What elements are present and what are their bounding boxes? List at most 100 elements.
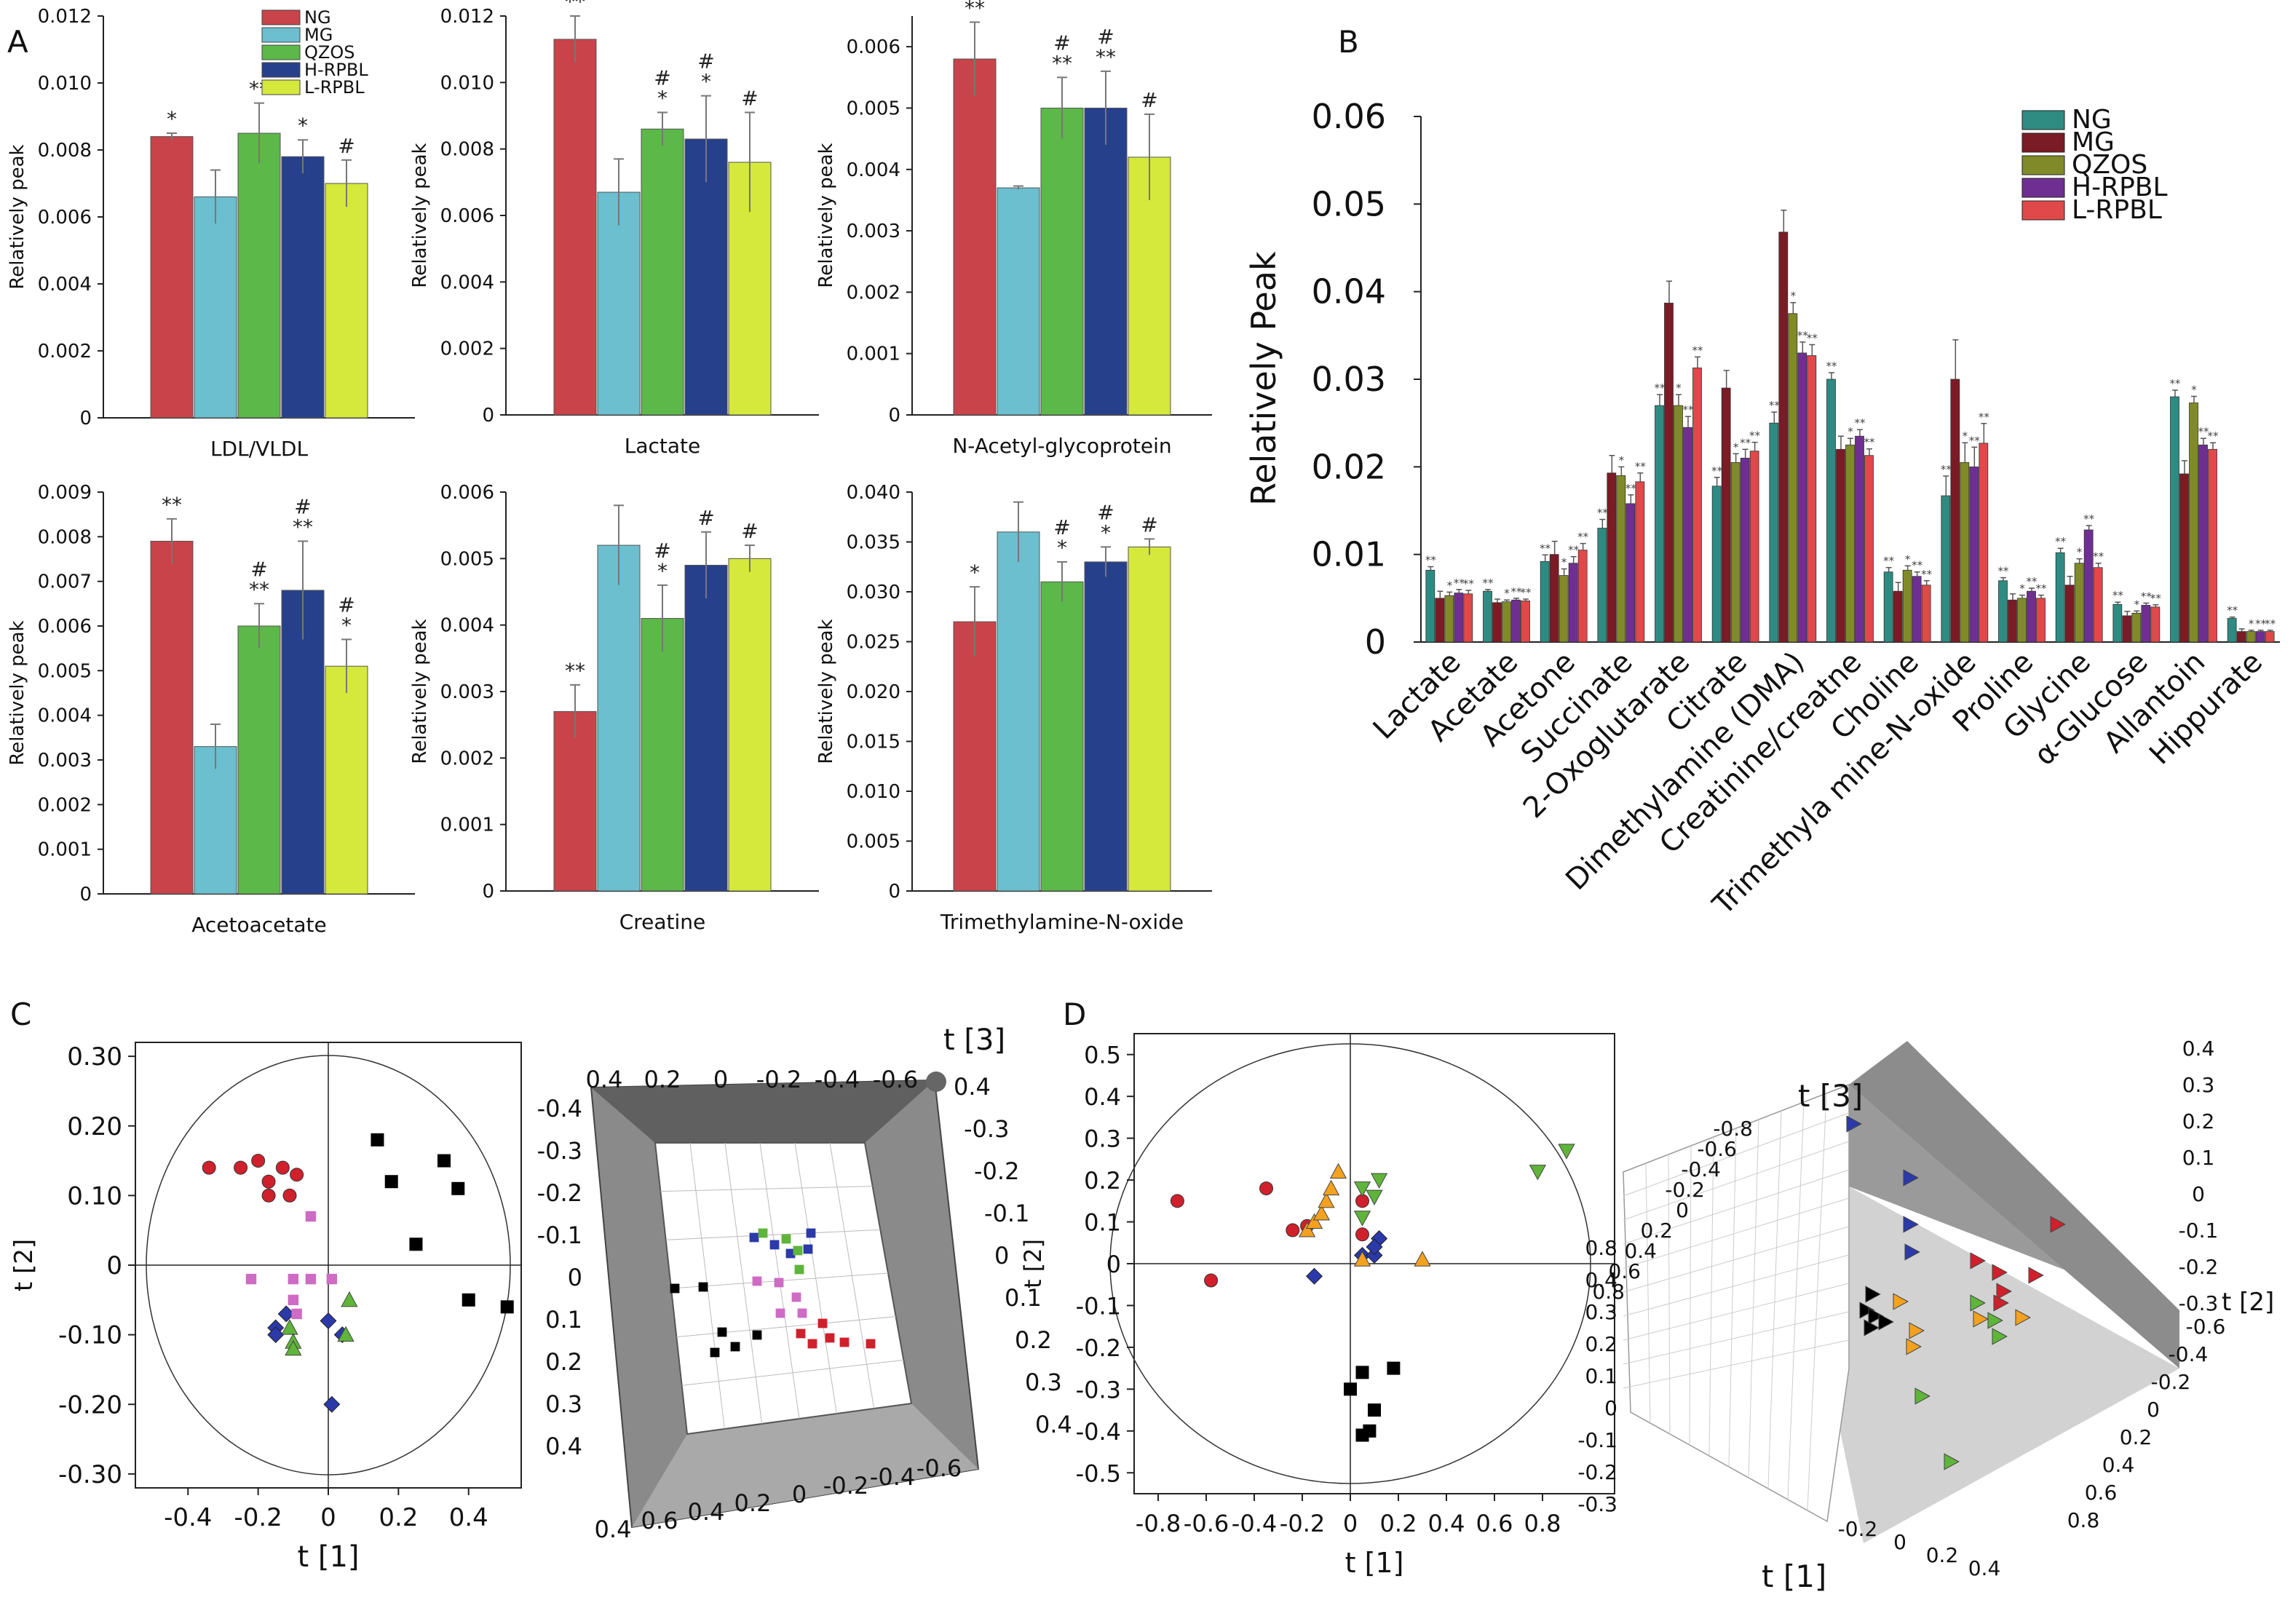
bar (1683, 427, 1692, 643)
tick-label: -0.1 (984, 1200, 1029, 1227)
significance-mark: ** (965, 0, 985, 20)
y-tick-label: 0.009 (38, 482, 92, 504)
y-tick-label: 0.006 (440, 482, 494, 504)
y-tick-label: 0.008 (440, 139, 494, 161)
significance-mark: ** (565, 0, 585, 14)
data-point (806, 1228, 816, 1238)
data-point (1903, 1169, 1919, 1187)
tick-label: 0.4 (2182, 1037, 2215, 1061)
tick-label: 0.8 (1585, 1236, 1617, 1260)
data-point (281, 1319, 298, 1335)
y-tick-label: 0 (482, 405, 494, 427)
bar (1502, 601, 1511, 643)
data-point (261, 1174, 276, 1189)
y-tick-label: 0.04 (1312, 272, 1386, 312)
grid-line (1807, 1093, 1827, 1511)
data-point (793, 1245, 803, 1256)
significance-mark: * (2134, 598, 2140, 611)
y-axis-label: Relatively peak (409, 619, 431, 764)
x-tick-label: 0.2 (379, 1503, 418, 1532)
grid-line (1623, 1197, 1850, 1269)
significance-mark: * (298, 114, 308, 138)
x-tick-label: 0.4 (449, 1503, 488, 1532)
y-axis-label: t [2] (1019, 1239, 1047, 1288)
x-axis-label: Lactate (625, 434, 701, 458)
significance-mark: ** (2141, 590, 2153, 603)
axis-knob (926, 1072, 946, 1092)
bar (2236, 631, 2246, 643)
tick-label: 0.6 (1608, 1259, 1641, 1283)
bar (1655, 405, 1664, 643)
data-point (1366, 1189, 1383, 1205)
data-point (1970, 1252, 1986, 1270)
chart-B: 0 0.01 0.02 0.03 0.04 0.05 0.06 Relatively Peak… (1244, 97, 2280, 922)
data-point (285, 1339, 302, 1356)
bar (2055, 552, 2065, 643)
x-axis-label: Acetoacetate (191, 913, 327, 937)
bar (2189, 403, 2198, 643)
y-tick-label: 0.003 (38, 750, 92, 772)
significance-mark: # (1141, 512, 1157, 536)
legend-swatch (2021, 178, 2065, 198)
significance-mark: ** (1826, 360, 1838, 373)
significance-mark: ** (1635, 460, 1647, 473)
x-tick-label: -0.4 (1232, 1510, 1277, 1537)
x-axis-label: t [1] (297, 1540, 359, 1574)
bar (1711, 486, 1722, 643)
data-point (288, 1294, 299, 1306)
bar (953, 621, 997, 892)
bar (1998, 580, 2008, 643)
tick-label: 0 (1676, 1198, 1689, 1222)
tick-label: 0.2 (644, 1066, 681, 1093)
x-axis-label: N-Acetyl-glycoprotein (952, 434, 1171, 458)
bar (1749, 451, 1759, 643)
significance-mark: # (338, 593, 355, 617)
data-point (234, 1160, 248, 1175)
axis-label-t3: t [3] (1798, 1078, 1863, 1114)
data-point (1353, 1211, 1371, 1227)
data-point (282, 1188, 297, 1203)
data-point (275, 1160, 290, 1175)
grid-line (1623, 1254, 1850, 1317)
significance-mark: ** (1511, 585, 1523, 598)
bar (2227, 618, 2237, 643)
significance-mark: ** (1655, 381, 1666, 395)
tick-label: -0.3 (964, 1115, 1009, 1143)
bar (1568, 563, 1578, 643)
data-point (1305, 1267, 1323, 1285)
data-point (825, 1333, 835, 1343)
data-point (1906, 1338, 1922, 1355)
bar (1607, 472, 1617, 643)
y-tick-label: 0.025 (847, 632, 900, 654)
significance-mark: ** (2208, 429, 2219, 443)
tick-label: -0.4 (870, 1463, 915, 1491)
significance-mark: ** (1740, 436, 1751, 449)
panel-label-B: B (1338, 24, 1359, 60)
data-point (1353, 1251, 1371, 1267)
tick-label: -0.4 (815, 1066, 860, 1093)
y-axis-label: Relatively peak (7, 144, 28, 289)
data-point (1414, 1251, 1431, 1267)
tick-label: 0 (994, 1242, 1009, 1270)
significance-mark: ** (1454, 577, 1465, 590)
y-tick-label: 0 (1106, 1251, 1121, 1278)
bar (237, 625, 281, 895)
axis-label: t [3] (943, 1023, 1005, 1057)
x-tick-label: 0.6 (1476, 1510, 1513, 1537)
x-tick-label: -0.8 (1136, 1510, 1181, 1537)
tick-label: 0 (568, 1264, 582, 1291)
bar (1740, 457, 1750, 643)
y-axis-label: Relatively Peak (1244, 251, 1283, 506)
grid-line (1689, 1145, 1692, 1446)
significance-mark: ** (1692, 344, 1704, 357)
y-tick-label: -0.4 (1076, 1418, 1121, 1446)
data-point (277, 1305, 295, 1323)
x-tick-label: -0.2 (1280, 1510, 1325, 1537)
tick-label: 0.4 (1585, 1268, 1617, 1292)
y-tick-label: -0.5 (1076, 1459, 1121, 1487)
significance-mark: * (2249, 617, 2254, 630)
y-tick-label: 0.03 (1312, 360, 1386, 399)
data-point (290, 1168, 304, 1182)
legend-label: NG (2072, 105, 2112, 135)
grid-line (1623, 1169, 1850, 1245)
